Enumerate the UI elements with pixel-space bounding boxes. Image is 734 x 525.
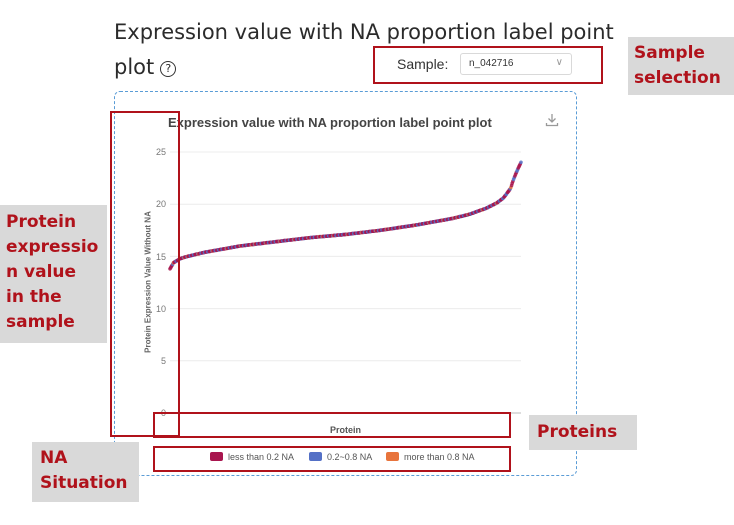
chevron-down-icon: ∨ (555, 57, 563, 68)
annotation-na-situation: NA Situation (32, 442, 139, 502)
annotation-proteins: Proteins (529, 415, 637, 450)
legend-highlight-box (153, 446, 511, 472)
legend-item[interactable]: less than 0.2 NA (210, 452, 294, 462)
legend-item[interactable]: 0.2~0.8 NA (309, 452, 372, 462)
annotation-sample-selection: Sample selection (628, 37, 734, 95)
sample-select-value: n_042716 (469, 58, 514, 69)
y-tick-label: 5 (160, 356, 166, 366)
legend-swatch (210, 452, 223, 461)
y-tick-label: 20 (155, 199, 166, 209)
data-point (519, 160, 523, 165)
legend-swatch (386, 452, 399, 461)
annotation-protein-expression: Protein expressio n value in the sample (0, 205, 107, 343)
legend-label: less than 0.2 NA (228, 452, 295, 462)
page-title-line-2: plot? (114, 55, 177, 79)
sample-label: Sample: (397, 56, 449, 72)
question-circle-icon[interactable]: ? (160, 61, 177, 77)
page-title-text: plot (114, 55, 155, 79)
y-tick-label: 15 (155, 252, 166, 262)
chart-card (114, 91, 577, 476)
x-axis-label: Protein (330, 425, 362, 435)
sample-selector-highlight-box (373, 46, 603, 84)
y-axis-highlight-box (110, 111, 180, 437)
page-title-line-1: Expression value with NA proportion labe… (114, 20, 614, 44)
y-tick-label: 10 (155, 304, 166, 314)
x-axis-highlight-box (153, 412, 511, 438)
legend-swatch (309, 452, 322, 461)
y-tick-label: 25 (155, 147, 166, 157)
legend-label: 0.2~0.8 NA (327, 452, 373, 462)
chart-title: Expression value with NA proportion labe… (168, 115, 492, 130)
legend-item[interactable]: more than 0.8 NA (386, 452, 475, 462)
legend-label: more than 0.8 NA (404, 452, 475, 462)
sample-select[interactable]: n_042716 ∨ (460, 53, 572, 75)
download-icon[interactable] (544, 112, 560, 128)
